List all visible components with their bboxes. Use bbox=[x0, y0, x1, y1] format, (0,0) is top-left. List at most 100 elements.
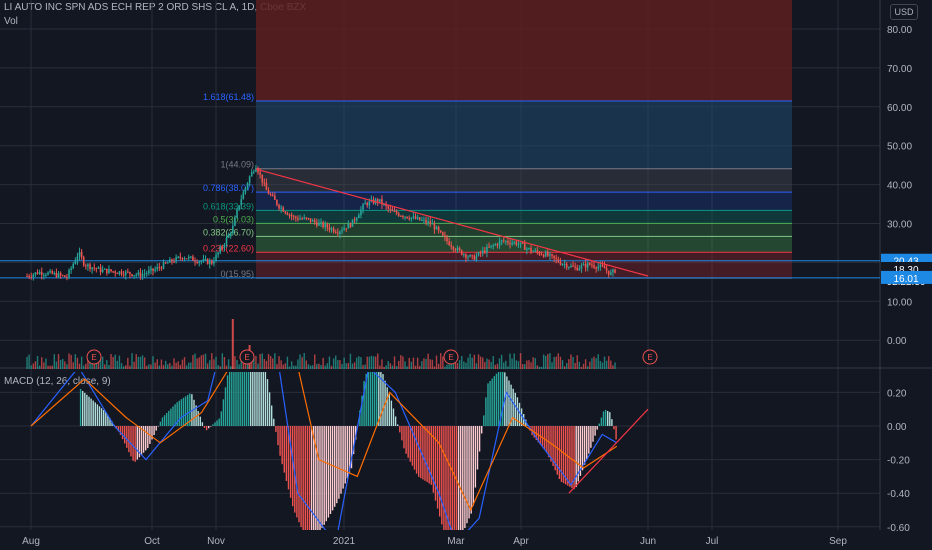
candle-body bbox=[334, 231, 337, 233]
volume-bar bbox=[171, 365, 173, 369]
macd-histogram-bar bbox=[512, 388, 514, 426]
candle-body bbox=[38, 271, 41, 275]
time-tick-label: Mar bbox=[447, 536, 465, 547]
volume-bar bbox=[545, 355, 547, 369]
macd-histogram-bar bbox=[298, 426, 300, 523]
candle-body bbox=[267, 190, 270, 195]
volume-bar bbox=[528, 360, 530, 369]
macd-histogram-bar bbox=[382, 374, 384, 426]
volume-bar bbox=[437, 363, 440, 369]
candle-body bbox=[605, 268, 608, 271]
macd-histogram-bar bbox=[506, 376, 508, 426]
macd-histogram-bar bbox=[159, 421, 162, 426]
volume-bar bbox=[234, 356, 236, 369]
candle-body bbox=[431, 223, 434, 225]
macd-histogram-bar bbox=[205, 426, 208, 431]
volume-bar bbox=[332, 358, 335, 369]
volume-bar bbox=[322, 357, 324, 369]
volume-bar bbox=[584, 359, 587, 369]
candle-body bbox=[103, 268, 106, 270]
macd-histogram-bar bbox=[214, 422, 216, 426]
time-tick-label: Oct bbox=[144, 536, 160, 547]
candle-body bbox=[318, 222, 320, 226]
macd-histogram-bar bbox=[562, 426, 565, 484]
macd-histogram-bar bbox=[594, 426, 596, 436]
candle-body bbox=[498, 241, 501, 246]
volume-bar bbox=[524, 364, 526, 369]
candle-body bbox=[387, 206, 390, 209]
macd-histogram-bar bbox=[522, 413, 525, 426]
volume-bar bbox=[351, 363, 354, 369]
macd-histogram-bar bbox=[228, 372, 231, 426]
fibonacci-group: 1.618(61.48) 1(44.09) 0.786(38.07) 0.618(33… bbox=[203, 0, 792, 279]
candle-body bbox=[133, 275, 135, 277]
macd-histogram-bar bbox=[157, 426, 159, 427]
candle-body bbox=[324, 224, 327, 227]
candle-body bbox=[297, 218, 299, 220]
candle-body bbox=[376, 199, 379, 202]
volume-bar bbox=[559, 356, 562, 369]
macd-histogram-bar bbox=[254, 372, 256, 426]
volume-bar bbox=[265, 360, 268, 369]
macd-histogram-bar bbox=[327, 426, 330, 518]
volume-bar bbox=[305, 360, 308, 369]
candle-body bbox=[565, 263, 568, 268]
volume-bar bbox=[85, 363, 87, 369]
macd-histogram-bar bbox=[289, 426, 292, 498]
macd-histogram-bar bbox=[172, 406, 174, 426]
volume-bar bbox=[131, 353, 133, 369]
price-tick-label: 10.00 bbox=[887, 297, 912, 308]
candle-body bbox=[448, 241, 450, 246]
volume-bar bbox=[177, 361, 179, 369]
price-trendline bbox=[255, 168, 649, 277]
macd-histogram-bar bbox=[453, 426, 456, 530]
candle-body bbox=[152, 268, 154, 271]
fib-level-label: 0.5(30.03) bbox=[213, 214, 254, 224]
volume-bar bbox=[379, 365, 381, 369]
volume-bar bbox=[473, 354, 476, 369]
candle-body bbox=[156, 267, 159, 270]
volume-bar bbox=[87, 356, 89, 369]
macd-histogram-bar bbox=[262, 372, 264, 426]
macd-histogram-bar bbox=[470, 426, 472, 514]
macd-histogram-bar bbox=[249, 372, 252, 426]
candle-body bbox=[595, 267, 597, 269]
macd-histogram-bar bbox=[243, 372, 246, 426]
earnings-marker: E bbox=[642, 349, 658, 365]
volume-bar bbox=[456, 363, 459, 369]
volume-bar bbox=[400, 355, 402, 369]
price-tick-label: 0.00 bbox=[887, 336, 907, 347]
fib-zone-top bbox=[256, 0, 792, 102]
candle-body bbox=[536, 250, 539, 253]
macd-histogram-bar bbox=[604, 409, 607, 426]
macd-histogram-bar bbox=[94, 402, 96, 426]
candle-body bbox=[127, 271, 129, 273]
volume-bar bbox=[362, 364, 364, 369]
candle-body bbox=[490, 245, 492, 247]
volume-bar bbox=[64, 361, 66, 369]
candle-body bbox=[549, 254, 551, 256]
volume-bar bbox=[475, 363, 478, 369]
candle-body bbox=[148, 270, 150, 274]
candle-body bbox=[418, 217, 421, 221]
macd-histogram-bar bbox=[583, 426, 586, 465]
volume-bar bbox=[76, 357, 79, 369]
candle-body bbox=[217, 252, 219, 255]
volume-bar bbox=[66, 364, 68, 369]
volume-bar bbox=[471, 357, 473, 369]
volume-bar bbox=[53, 354, 56, 369]
macd-histogram-bar bbox=[455, 426, 458, 530]
currency-badge[interactable]: USD bbox=[890, 4, 918, 20]
volume-bar bbox=[288, 366, 291, 369]
volume-bar bbox=[536, 365, 539, 369]
volume-bar bbox=[570, 354, 572, 369]
candle-body bbox=[274, 195, 276, 200]
volume-bar bbox=[272, 358, 274, 369]
candle-body bbox=[141, 274, 144, 277]
volume-bar bbox=[469, 353, 471, 369]
volume-bar bbox=[519, 353, 522, 369]
volume-bar bbox=[72, 362, 74, 369]
macd-histogram-bar bbox=[168, 410, 170, 426]
volume-bar bbox=[194, 353, 196, 369]
